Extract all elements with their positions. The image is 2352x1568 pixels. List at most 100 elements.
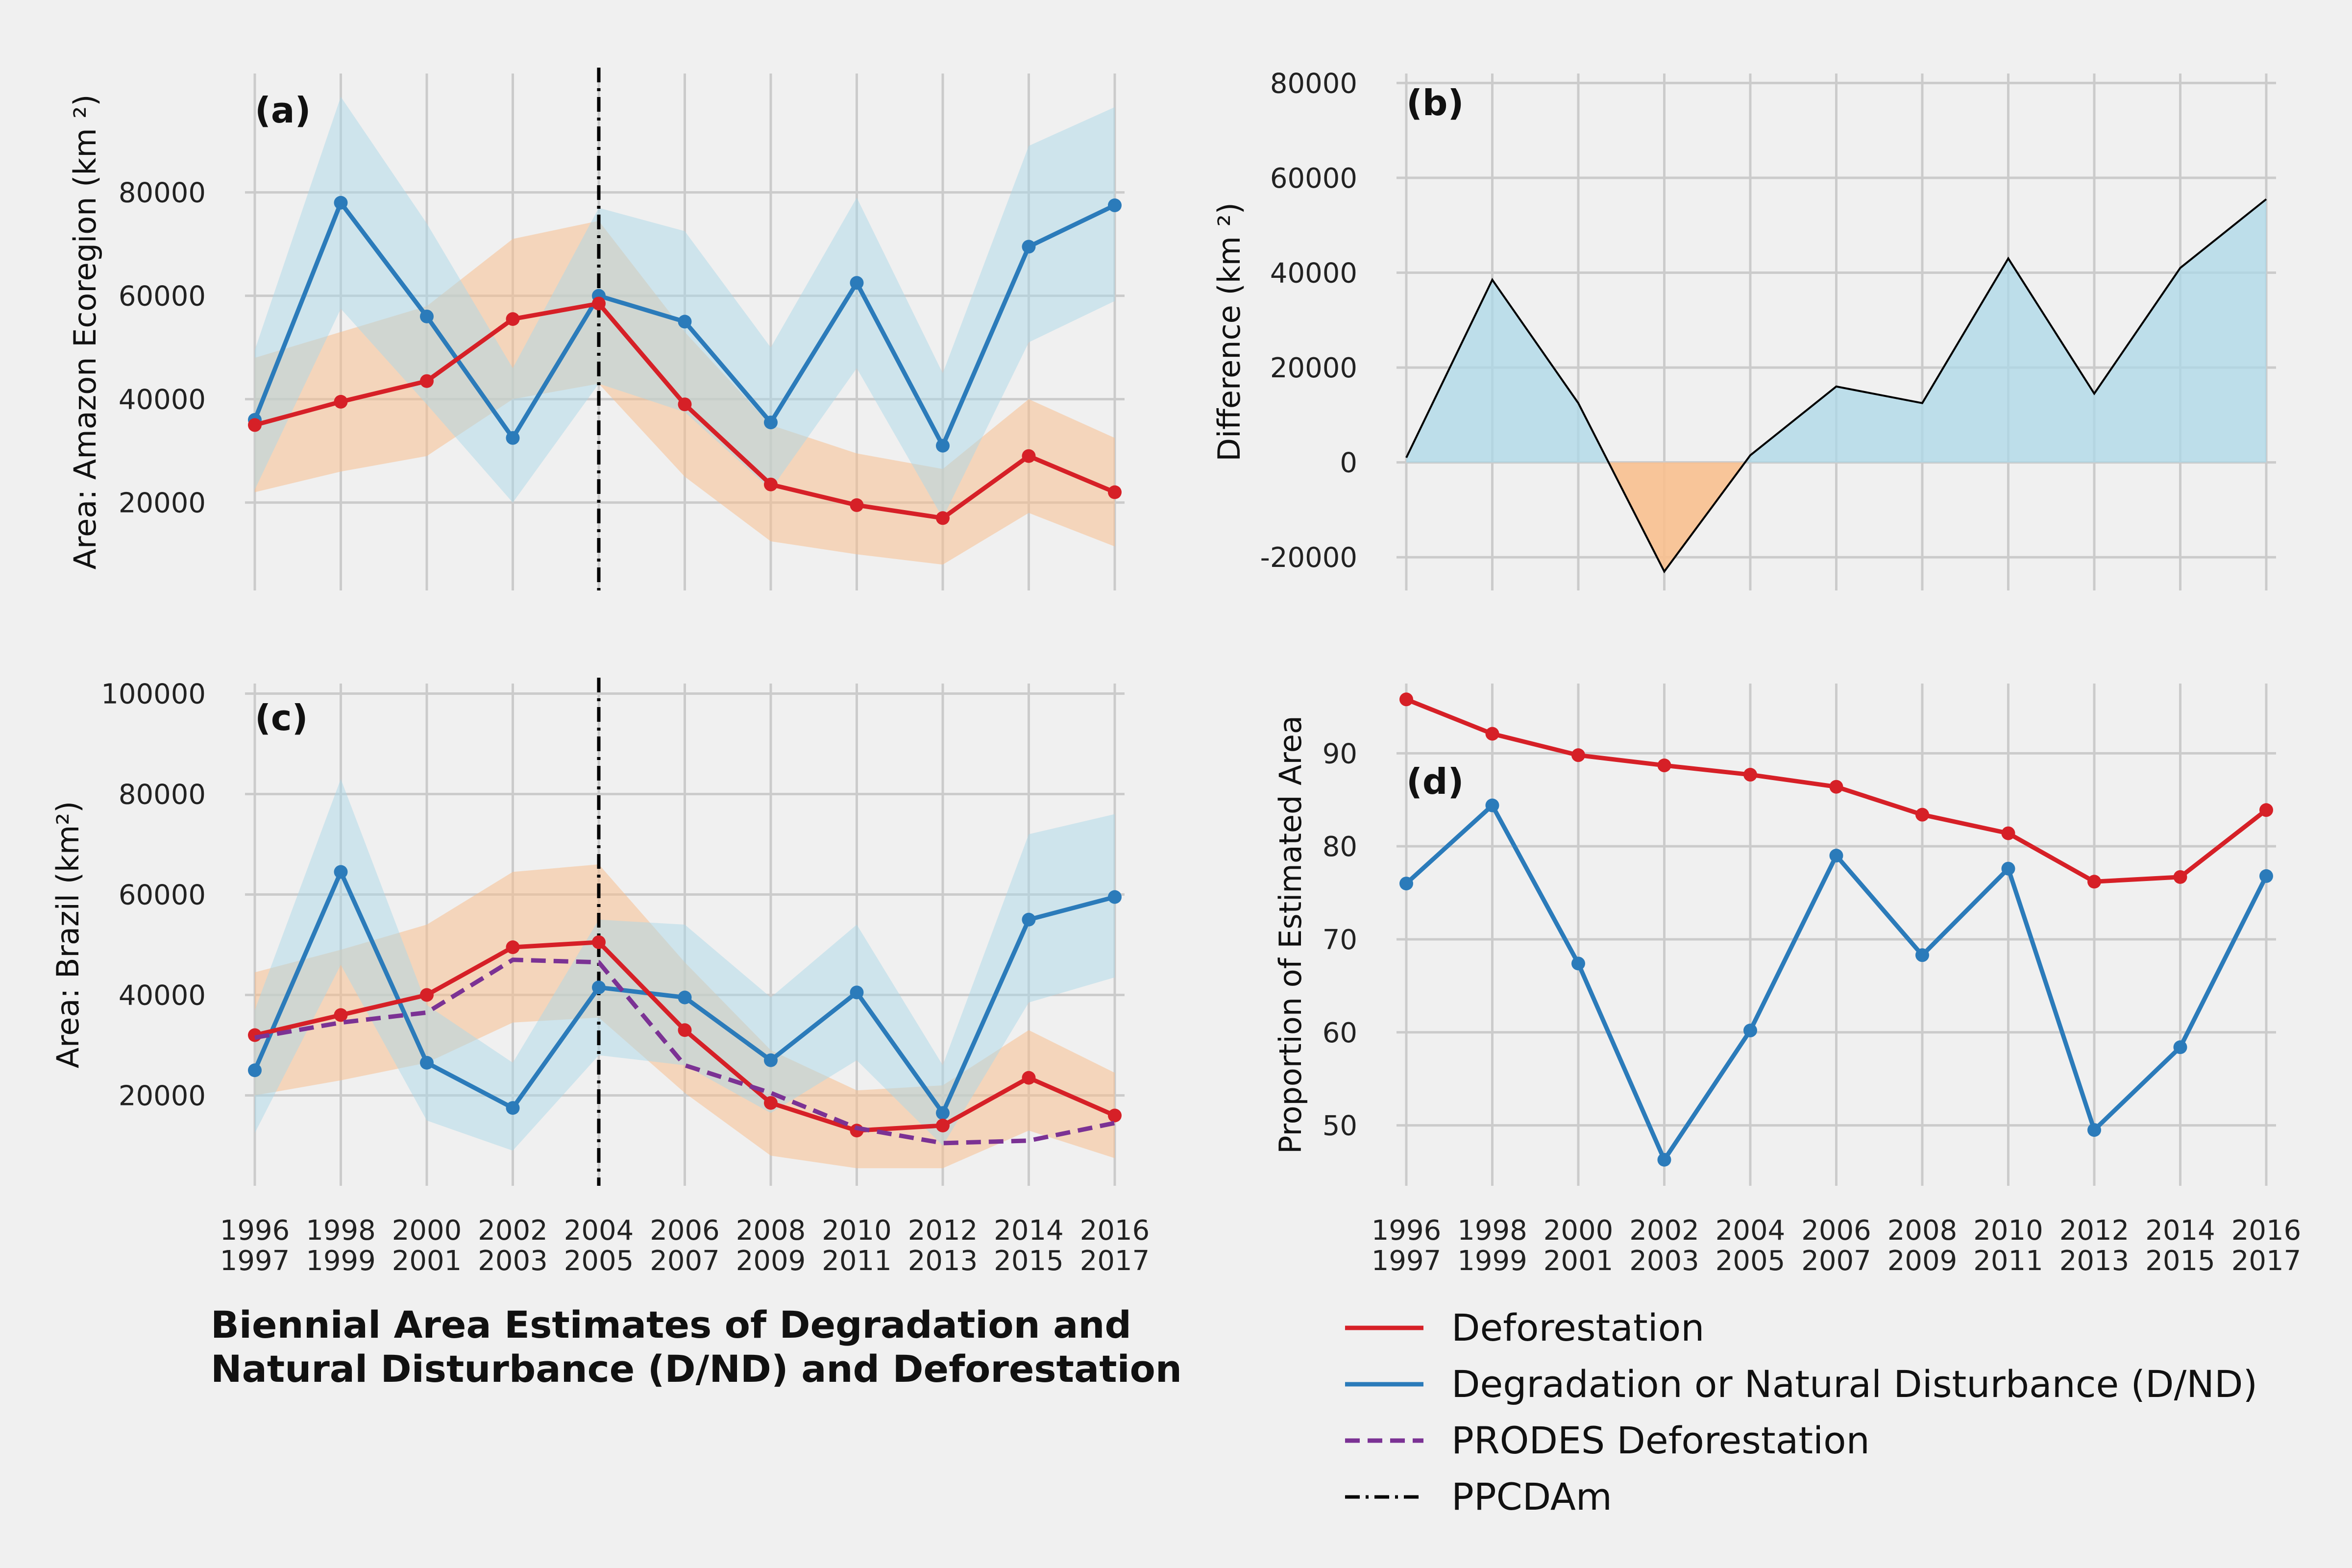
panel-a: 20000 40000 60000 80000 Area: Amazon Ecoregi… <box>67 68 1125 590</box>
deforestation-point <box>1915 808 1929 822</box>
deforestation-point <box>1022 449 1036 463</box>
x-tick-label: 2008 <box>736 1215 806 1247</box>
dnd-point <box>1743 1024 1757 1038</box>
x-tick-label: 2008 <box>1887 1215 1958 1247</box>
x-tick-label: 2011 <box>822 1245 892 1277</box>
x-tick-label: 1998 <box>1457 1215 1527 1247</box>
deforestation-point <box>936 511 950 525</box>
deforestation-point <box>506 312 520 326</box>
positive-difference-area <box>1922 258 2009 463</box>
deforestation-point <box>420 988 434 1002</box>
y-axis-label: Area: Brazil (km²) <box>50 801 86 1069</box>
deforestation-point <box>764 1096 778 1110</box>
dnd-point <box>2173 1040 2187 1054</box>
x-tick-label: 2001 <box>1544 1245 1614 1277</box>
y-tick-label: 60 <box>1323 1017 1357 1049</box>
x-tick-label: 2015 <box>2145 1245 2215 1277</box>
panel-label: (a) <box>255 90 311 131</box>
y-tick-label: 80000 <box>119 177 206 209</box>
legend-label-dnd: Degradation or Natural Disturbance (D/ND… <box>1451 1362 2257 1406</box>
y-tick-label: -20000 <box>1260 542 1357 574</box>
y-tick-label: 90 <box>1323 738 1357 770</box>
positive-difference-area <box>2008 258 2094 463</box>
x-tick-label: 2003 <box>1629 1245 1699 1277</box>
x-tick-label: 2011 <box>1973 1245 2043 1277</box>
y-tick-label: 40000 <box>119 384 206 416</box>
x-tick-label: 2016 <box>2231 1215 2302 1247</box>
dnd-point <box>420 309 434 323</box>
x-tick-label: 2000 <box>1544 1215 1614 1247</box>
y-tick-label: 60000 <box>1270 163 1357 195</box>
x-tick-label: 1997 <box>220 1245 290 1277</box>
deforestation-point <box>592 935 606 949</box>
y-tick-label: 70 <box>1323 924 1357 956</box>
dnd-point <box>678 990 692 1004</box>
deforestation-point <box>248 418 262 432</box>
y-tick-label: 60000 <box>119 281 206 313</box>
dnd-point <box>1022 240 1036 254</box>
y-axis-label: Area: Amazon Ecoregion (km ²) <box>67 95 103 570</box>
legend: Deforestation Degradation or Natural Dis… <box>1345 1306 2257 1519</box>
deforestation-point <box>1022 1071 1036 1085</box>
deforestation-point <box>1571 748 1585 762</box>
deforestation-point <box>850 498 864 512</box>
deforestation-point <box>1108 485 1122 499</box>
positive-difference-area <box>2180 199 2266 463</box>
dnd-point <box>1571 956 1585 971</box>
positive-difference-area <box>1492 280 1578 463</box>
deforestation-point <box>1829 780 1843 794</box>
dnd-point <box>764 1053 778 1067</box>
dnd-point <box>1657 1152 1671 1167</box>
deforestation-point <box>334 1008 348 1022</box>
dnd-point <box>1485 798 1499 812</box>
y-tick-label: 20000 <box>119 1080 206 1112</box>
deforestation-point <box>1108 1108 1122 1123</box>
panel-label: (b) <box>1406 82 1464 123</box>
deforestation-point <box>678 1023 692 1037</box>
x-tick-label: 1996 <box>1372 1215 1442 1247</box>
x-tick-label: 2006 <box>1801 1215 1871 1247</box>
dnd-point <box>592 980 606 995</box>
dnd-point <box>936 439 950 453</box>
positive-difference-area <box>1750 386 1837 463</box>
panel-label: (d) <box>1406 761 1464 802</box>
caption-line-1: Biennial Area Estimates of Degradation a… <box>211 1303 1131 1347</box>
y-tick-label: 40000 <box>1270 258 1357 290</box>
x-tick-label: 1999 <box>1457 1245 1527 1277</box>
deforestation-point <box>936 1119 950 1132</box>
deforestation-point <box>764 477 778 491</box>
deforestation-point <box>1399 692 1413 707</box>
x-tick-label: 2016 <box>1080 1215 1150 1247</box>
panel-label: (c) <box>255 697 308 738</box>
dnd-point <box>2087 1123 2101 1137</box>
x-tick-label: 2014 <box>2145 1215 2215 1247</box>
deforestation-point <box>420 374 434 388</box>
negative-difference-area <box>1664 462 1750 572</box>
deforestation-point <box>1743 768 1757 782</box>
x-tick-label: 2006 <box>650 1215 720 1247</box>
caption: Biennial Area Estimates of Degradation a… <box>211 1303 1182 1391</box>
x-tick-label: 2017 <box>1080 1245 1150 1277</box>
dnd-point <box>850 276 864 290</box>
positive-difference-area <box>2094 268 2180 463</box>
y-tick-label: 40000 <box>119 980 206 1012</box>
deforestation-point <box>334 394 348 409</box>
x-tick-label: 1998 <box>306 1215 376 1247</box>
caption-line-2: Natural Disturbance (D/ND) and Deforesta… <box>211 1347 1182 1391</box>
x-tick-label: 2005 <box>564 1245 634 1277</box>
x-tick-label: 2002 <box>1629 1215 1699 1247</box>
dnd-point <box>506 1101 520 1115</box>
deforestation-point <box>2173 870 2187 884</box>
y-tick-label: 20000 <box>119 488 206 519</box>
x-tick-label: 2017 <box>2231 1245 2302 1277</box>
x-tick-label: 2012 <box>2059 1215 2130 1247</box>
deforestation-point <box>678 397 692 412</box>
x-tick-label: 2010 <box>1973 1215 2043 1247</box>
x-tick-label: 2009 <box>1887 1245 1958 1277</box>
x-tick-label: 2012 <box>908 1215 978 1247</box>
panel-b: -20000 0 20000 40000 60000 80000 Difference (k… <box>1211 68 2276 590</box>
y-tick-label: 50 <box>1323 1110 1357 1142</box>
y-tick-label: 100000 <box>101 679 206 710</box>
x-tick-label: 2001 <box>392 1245 462 1277</box>
